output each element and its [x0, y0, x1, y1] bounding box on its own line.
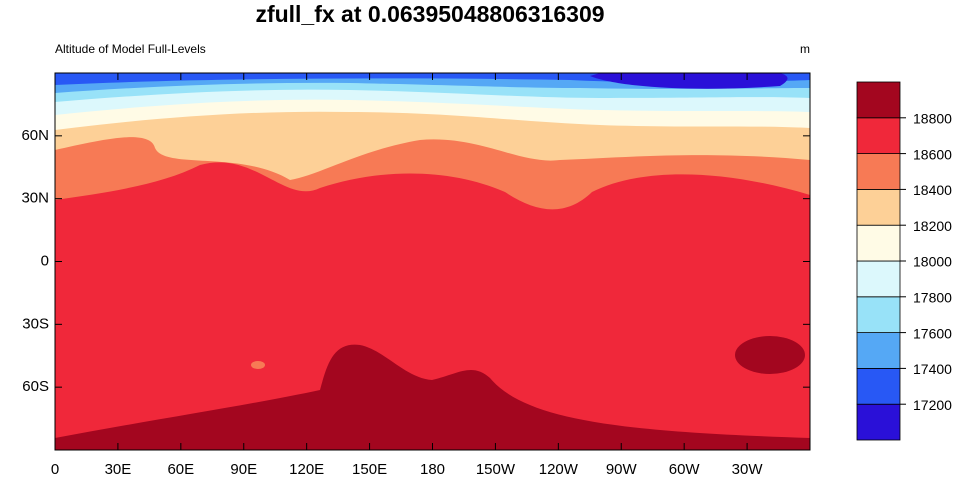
- colorbar-label: 17200: [913, 397, 952, 413]
- colorbar-box: [856, 153, 901, 190]
- x-tick-label: 150E: [352, 461, 387, 478]
- colorbar-box: [856, 224, 901, 262]
- y-tick-label: 60N: [21, 127, 49, 144]
- x-tick-label: 30E: [105, 461, 132, 478]
- units: m: [800, 42, 810, 56]
- colorbar-label: 17600: [913, 325, 952, 341]
- colorbar-box: [856, 260, 901, 298]
- field: [55, 73, 810, 450]
- contour-region: [55, 344, 810, 450]
- subtitle-left: Altitude of Model Full-Levels: [55, 42, 206, 56]
- y-tick-label: 0: [41, 252, 49, 269]
- colorbar-label: 18600: [913, 146, 952, 162]
- colorbar-label: 18200: [913, 218, 952, 234]
- colorbar-box: [856, 367, 901, 405]
- x-tick-label: 180: [420, 461, 445, 478]
- colorbar-label: 18400: [913, 182, 952, 198]
- contour-region: [735, 336, 805, 374]
- colorbar-label: 17800: [913, 290, 952, 306]
- x-tick-label: 90E: [230, 461, 257, 478]
- x-tick-label: 0: [51, 461, 59, 478]
- colorbar-box: [856, 332, 901, 369]
- contour-region: [251, 361, 265, 369]
- colorbar-label: 17400: [913, 361, 952, 377]
- x-tick-label: 60E: [167, 461, 194, 478]
- colorbar-box: [856, 81, 901, 119]
- colorbar-label: 18000: [913, 254, 952, 270]
- x-tick-label: 150W: [476, 461, 516, 478]
- colorbar-box: [856, 403, 901, 441]
- colorbar-box: [856, 296, 901, 333]
- x-tick-label: 120E: [289, 461, 324, 478]
- y-tick-label: 30S: [22, 315, 49, 332]
- x-tick-label: 30W: [732, 461, 764, 478]
- y-tick-label: 30N: [21, 190, 49, 207]
- x-tick-label: 60W: [669, 461, 701, 478]
- x-tick-label: 90W: [606, 461, 638, 478]
- colorbar-label: 18800: [913, 111, 952, 127]
- y-tick-label: 60S: [22, 378, 49, 395]
- x-tick-label: 120W: [539, 461, 579, 478]
- colorbar-box: [856, 117, 901, 155]
- colorbar-box: [856, 188, 901, 226]
- chart-title: zfull_fx at 0.06395048806316309: [255, 1, 604, 27]
- contour-region: [590, 73, 788, 89]
